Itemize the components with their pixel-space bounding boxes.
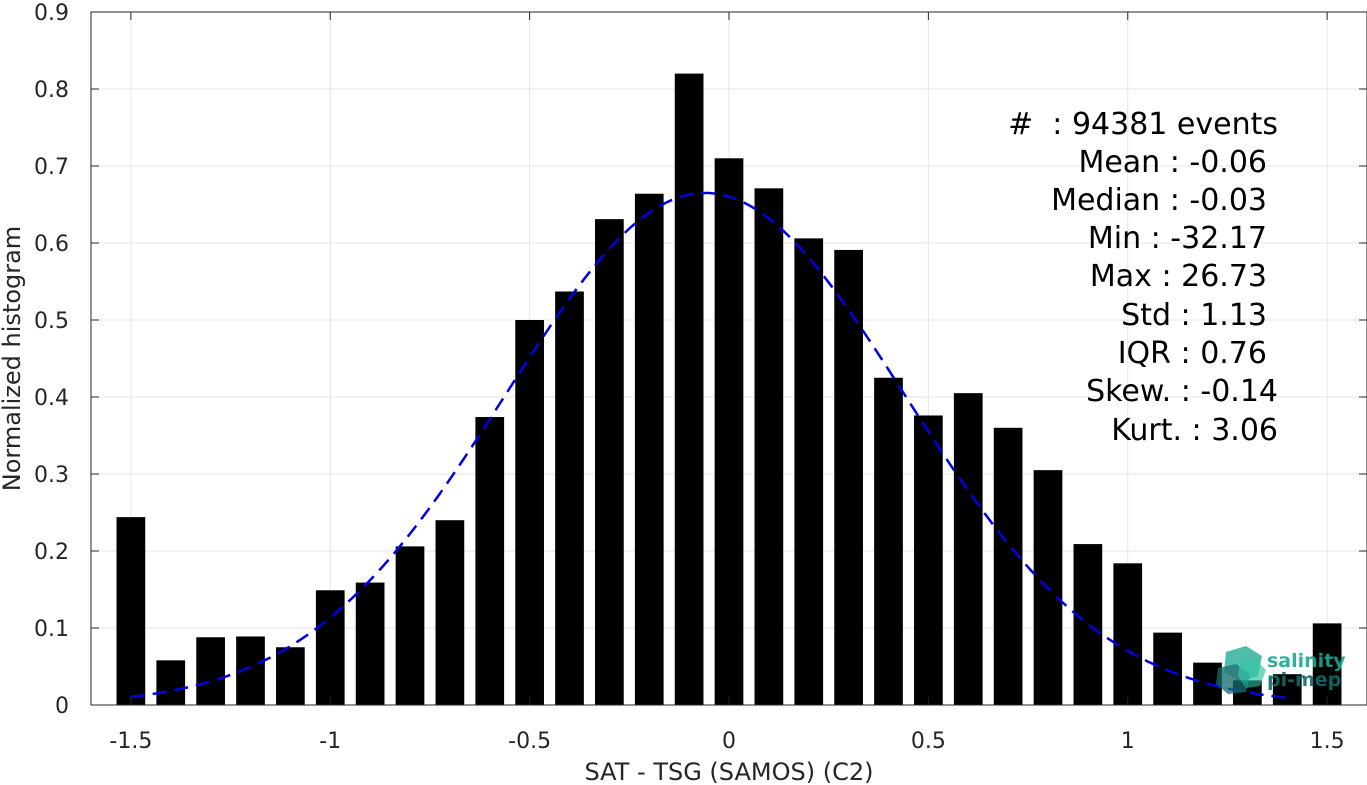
histogram-bar xyxy=(1113,563,1143,705)
histogram-bars xyxy=(116,73,1342,706)
histogram-bar xyxy=(1272,674,1302,705)
histogram-bar xyxy=(196,637,225,705)
statistics-box: # : 94381 events Mean : -0.06 Median : -… xyxy=(1008,107,1278,448)
stat-mean: Mean : -0.06 xyxy=(1078,145,1267,180)
histogram-bar xyxy=(754,188,784,705)
y-tick-label: 0.3 xyxy=(34,463,69,488)
y-tick-label: 0.4 xyxy=(34,386,69,411)
y-tick-label: 0.5 xyxy=(34,309,69,334)
histogram-bar xyxy=(355,582,385,705)
histogram-bar xyxy=(1153,632,1182,705)
stat-median: Median : -0.03 xyxy=(1051,183,1267,218)
stat-skew: Skew. : -0.14 xyxy=(1086,374,1278,409)
y-tick-label: 0.7 xyxy=(34,155,69,180)
logo-mark-icon xyxy=(1216,646,1266,694)
x-tick-label: 1.5 xyxy=(1310,729,1345,754)
x-tick-label: 0.5 xyxy=(911,729,946,754)
stat-std: Std : 1.13 xyxy=(1121,298,1267,333)
x-tick-label: -1 xyxy=(319,729,341,754)
x-tick-label: -0.5 xyxy=(508,729,551,754)
x-tick-label: 1 xyxy=(1121,729,1135,754)
salinity-pimep-logo: salinity pi-mep xyxy=(1216,646,1346,694)
histogram-bar xyxy=(555,291,584,705)
x-tick-label: -1.5 xyxy=(109,729,152,754)
x-axis-label: SAT - TSG (SAMOS) (C2) xyxy=(585,758,874,785)
axis-ticks: -1.5 -1 -0.5 0 0.5 1 1.5 0 0.1 0.2 0.3 0.4 0.5 0.6 0.7… xyxy=(34,1,1367,754)
histogram-bar xyxy=(595,219,624,705)
histogram-bar xyxy=(276,647,305,705)
histogram-bar xyxy=(634,193,664,705)
histogram-bar xyxy=(874,377,903,705)
x-tick-label: 0 xyxy=(722,729,736,754)
histogram-bar xyxy=(714,158,744,706)
stat-max: Max : 26.73 xyxy=(1090,259,1267,294)
histogram-bar xyxy=(515,320,544,705)
y-axis-label: Normalized histogram xyxy=(0,226,26,491)
stat-iqr: IQR : 0.76 xyxy=(1118,336,1267,371)
logo-text-pimep: pi-mep xyxy=(1267,669,1341,691)
histogram-bar xyxy=(435,520,465,705)
stat-events: # : 94381 events xyxy=(1008,107,1278,142)
stat-kurt: Kurt. : 3.06 xyxy=(1111,413,1278,448)
gaussian-fit-curve xyxy=(130,191,1288,700)
histogram-bar xyxy=(914,415,943,705)
histogram-bar xyxy=(1073,544,1103,705)
logo-text-salinity: salinity xyxy=(1267,650,1346,672)
histogram-bar xyxy=(395,546,425,705)
histogram-bar xyxy=(1312,623,1342,705)
histogram-bar xyxy=(674,73,704,706)
histogram-bar xyxy=(116,517,146,705)
y-tick-label: 0.8 xyxy=(34,78,69,103)
histogram-bar xyxy=(475,417,505,705)
y-tick-label: 0.2 xyxy=(34,540,69,565)
y-tick-label: 0 xyxy=(55,694,69,719)
histogram-bar xyxy=(834,249,863,705)
histogram-bar xyxy=(794,238,824,705)
histogram-bar xyxy=(156,660,186,705)
histogram-bar xyxy=(993,427,1023,705)
y-tick-label: 0.9 xyxy=(34,1,69,26)
y-tick-label: 0.6 xyxy=(34,232,69,257)
histogram-bar xyxy=(953,393,983,705)
y-tick-label: 0.1 xyxy=(34,617,69,642)
stat-min: Min : -32.17 xyxy=(1088,221,1267,256)
